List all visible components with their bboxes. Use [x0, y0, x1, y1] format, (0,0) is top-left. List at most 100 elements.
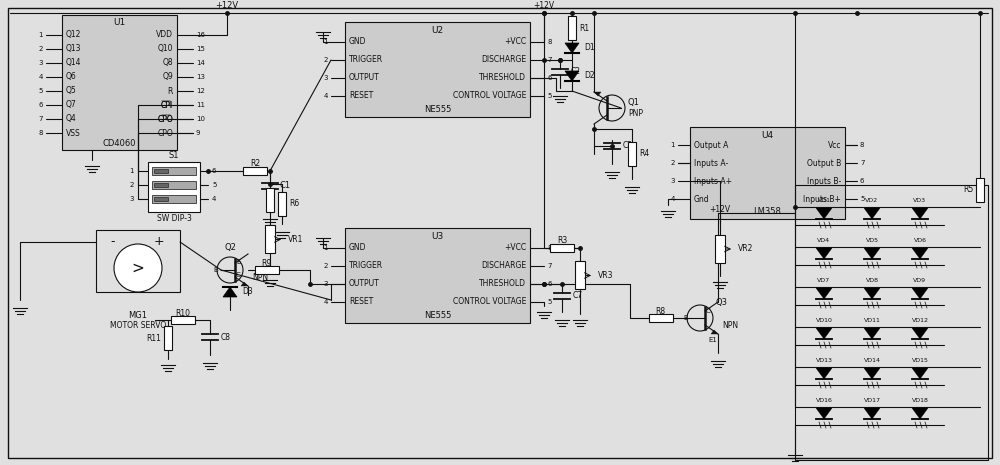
Text: Q4: Q4 — [66, 114, 77, 124]
Text: CPO: CPO — [157, 114, 173, 124]
Bar — [278, 192, 286, 216]
Polygon shape — [594, 92, 601, 96]
Bar — [795, 185, 988, 460]
Text: CPI: CPI — [161, 100, 173, 109]
Polygon shape — [864, 408, 880, 419]
Bar — [690, 127, 845, 219]
Bar — [976, 178, 984, 202]
Text: +VCC: +VCC — [504, 244, 526, 252]
Text: C2: C2 — [571, 67, 581, 77]
Text: Inputs A+: Inputs A+ — [694, 177, 732, 186]
Text: CD4060: CD4060 — [103, 139, 136, 147]
Bar — [266, 188, 274, 213]
Text: 4: 4 — [212, 196, 216, 202]
Text: THRESHOLD: THRESHOLD — [479, 73, 526, 82]
Text: VD8: VD8 — [866, 279, 879, 284]
Text: 11: 11 — [196, 102, 205, 108]
Text: Q2: Q2 — [224, 244, 236, 252]
Text: 7: 7 — [547, 57, 552, 63]
Polygon shape — [912, 328, 928, 339]
Bar — [243, 167, 267, 175]
Text: 16: 16 — [196, 32, 205, 38]
Text: C: C — [236, 272, 241, 278]
Text: 14: 14 — [196, 60, 205, 66]
Bar — [345, 22, 530, 117]
Text: D1: D1 — [584, 44, 595, 53]
Text: Q9: Q9 — [162, 73, 173, 81]
Text: 5: 5 — [860, 196, 864, 202]
Bar — [152, 195, 196, 203]
Text: NPN: NPN — [722, 321, 738, 331]
Text: GND: GND — [349, 244, 366, 252]
Text: Q8: Q8 — [162, 59, 173, 67]
Bar — [575, 261, 585, 290]
Polygon shape — [864, 368, 880, 379]
Text: VD5: VD5 — [866, 239, 879, 244]
Text: 5: 5 — [547, 93, 551, 99]
Text: R4: R4 — [639, 150, 649, 159]
Text: 10: 10 — [196, 116, 205, 122]
Text: 5: 5 — [212, 182, 216, 188]
Text: Gnd: Gnd — [694, 194, 710, 204]
Text: 9: 9 — [196, 130, 200, 136]
Text: Q3: Q3 — [716, 298, 728, 306]
Text: SW DIP-3: SW DIP-3 — [157, 214, 191, 224]
Text: 5: 5 — [39, 88, 43, 94]
Text: 3: 3 — [670, 178, 675, 184]
Text: VD9: VD9 — [913, 279, 927, 284]
Text: VD15: VD15 — [912, 359, 928, 364]
Text: 3: 3 — [324, 75, 328, 81]
Text: U4: U4 — [761, 132, 774, 140]
Text: 6: 6 — [212, 168, 216, 174]
Text: 3: 3 — [324, 281, 328, 287]
Text: 15: 15 — [196, 46, 205, 52]
Text: 3: 3 — [130, 196, 134, 202]
Text: CPI: CPI — [161, 100, 173, 109]
Circle shape — [114, 244, 162, 292]
Text: DISCHARGE: DISCHARGE — [481, 55, 526, 65]
Text: D3: D3 — [242, 287, 253, 297]
Text: VD12: VD12 — [912, 319, 928, 324]
Bar — [164, 326, 172, 351]
Text: Vcc: Vcc — [828, 140, 841, 150]
Text: Inputs B+: Inputs B+ — [803, 194, 841, 204]
Text: VSS: VSS — [66, 128, 81, 138]
Text: VD4: VD4 — [817, 239, 831, 244]
Text: S1: S1 — [169, 151, 179, 159]
Text: U1: U1 — [113, 19, 126, 27]
Text: VD7: VD7 — [817, 279, 831, 284]
Polygon shape — [912, 368, 928, 379]
Text: TRIGGER: TRIGGER — [349, 55, 383, 65]
Text: MOTOR SERVO: MOTOR SERVO — [110, 320, 166, 330]
Bar — [62, 15, 177, 150]
Bar — [154, 183, 168, 187]
Text: B: B — [683, 315, 688, 321]
Text: 2: 2 — [324, 57, 328, 63]
Polygon shape — [912, 408, 928, 419]
Text: 6: 6 — [38, 102, 43, 108]
Text: 13: 13 — [196, 74, 205, 80]
Text: 12: 12 — [196, 88, 205, 94]
Text: +12V: +12V — [533, 1, 555, 11]
Polygon shape — [816, 208, 832, 219]
Text: R11: R11 — [146, 334, 161, 343]
Text: VD3: VD3 — [913, 199, 927, 204]
Text: Q10: Q10 — [158, 45, 173, 53]
Text: 8: 8 — [38, 130, 43, 136]
Text: R3: R3 — [557, 237, 567, 246]
Text: R: R — [168, 86, 173, 95]
Polygon shape — [816, 328, 832, 339]
Text: >: > — [132, 260, 144, 275]
Text: Q1: Q1 — [628, 98, 640, 106]
Polygon shape — [912, 288, 928, 299]
Bar — [152, 167, 196, 175]
Text: TRIGGER: TRIGGER — [349, 261, 383, 271]
Text: 6: 6 — [547, 75, 552, 81]
Text: 1: 1 — [324, 245, 328, 251]
Text: D2: D2 — [584, 72, 595, 80]
Text: 4: 4 — [39, 74, 43, 80]
Text: B: B — [213, 267, 218, 273]
Text: 4: 4 — [671, 196, 675, 202]
Text: 1: 1 — [130, 168, 134, 174]
Text: RESET: RESET — [349, 298, 373, 306]
